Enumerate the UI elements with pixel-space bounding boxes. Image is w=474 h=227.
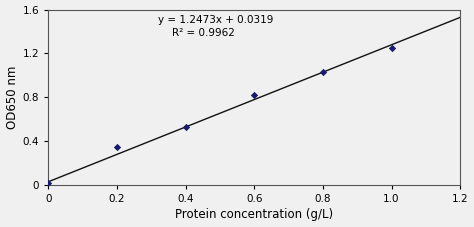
Y-axis label: OD650 nm: OD650 nm — [6, 66, 18, 129]
Point — [319, 70, 327, 74]
Point — [113, 146, 121, 149]
Text: R² = 0.9962: R² = 0.9962 — [172, 28, 235, 38]
Point — [250, 93, 258, 97]
Text: y = 1.2473x + 0.0319: y = 1.2473x + 0.0319 — [158, 15, 273, 25]
Point — [388, 46, 395, 50]
Point — [182, 125, 190, 129]
X-axis label: Protein concentration (g/L): Protein concentration (g/L) — [175, 208, 333, 222]
Point — [45, 181, 52, 185]
